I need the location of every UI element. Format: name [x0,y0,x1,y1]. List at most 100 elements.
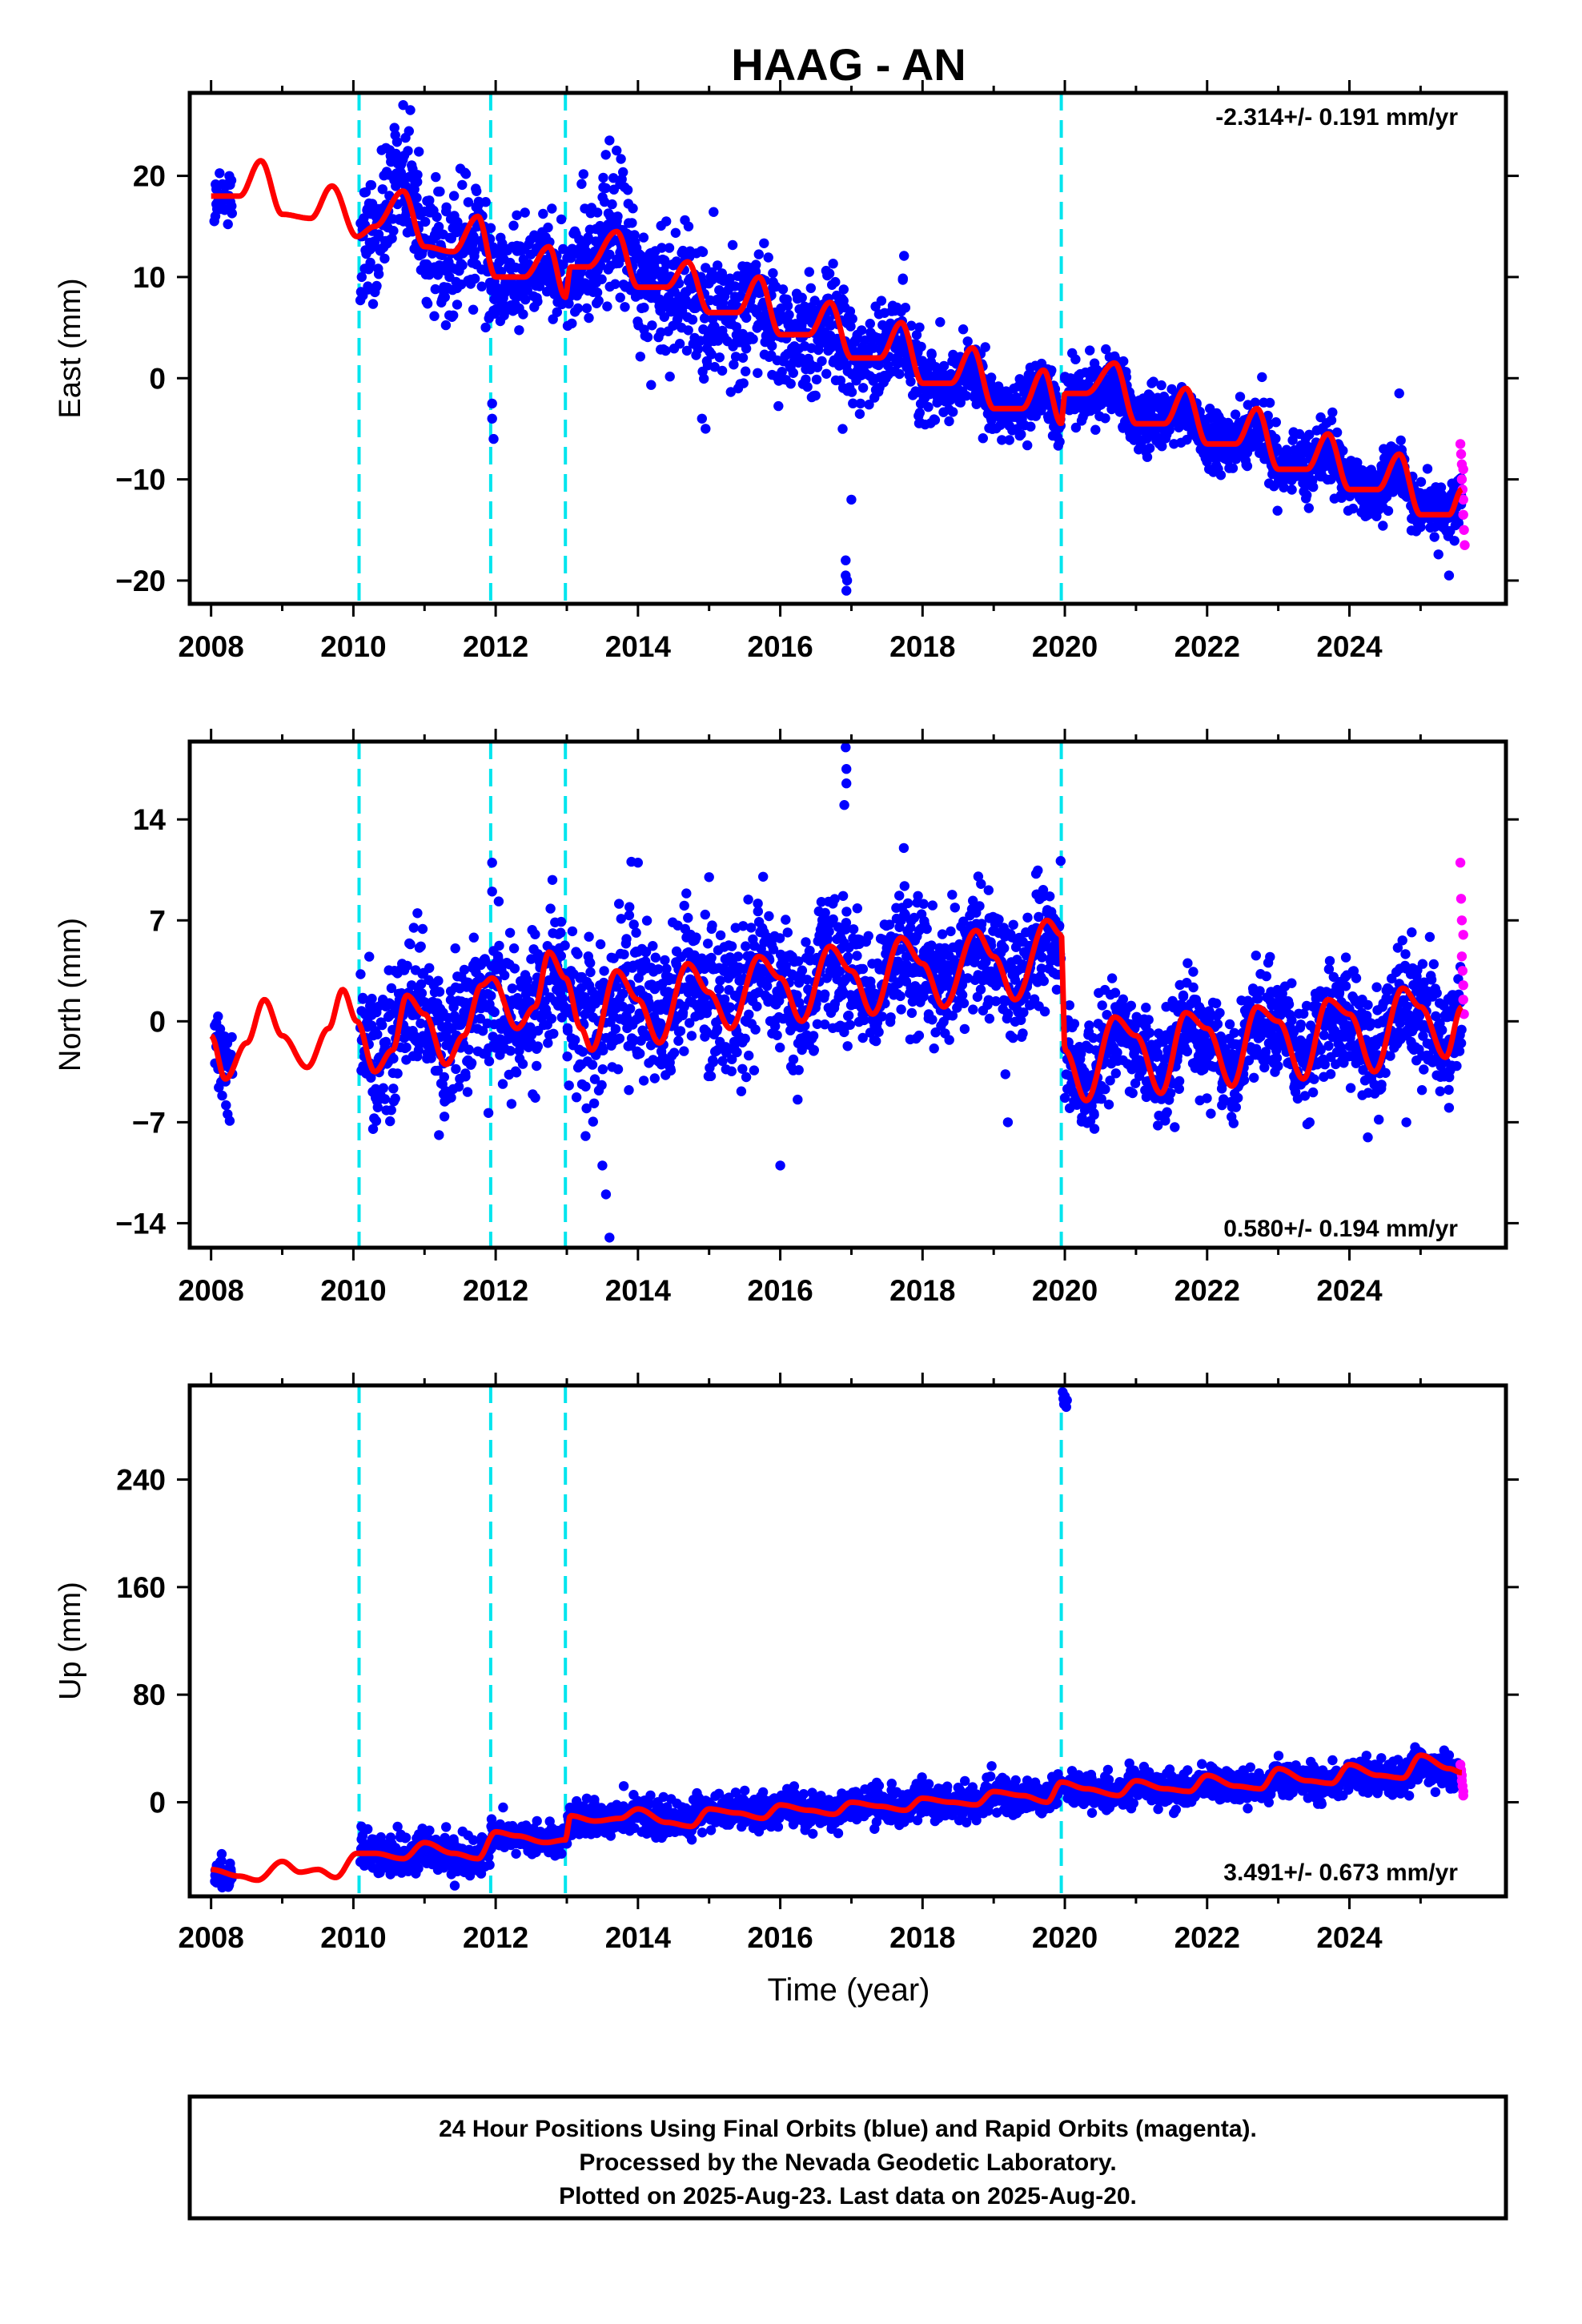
final-point [717,365,728,376]
final-point [1090,424,1101,435]
final-point [753,249,764,259]
final-point [1022,912,1033,923]
final-point [1097,1000,1107,1011]
final-point [504,927,516,939]
final-point [885,1012,896,1023]
final-point [1004,435,1015,445]
final-point [650,952,661,963]
final-point [898,842,909,854]
final-point [801,374,811,384]
final-point [727,239,738,251]
final-point [857,325,867,336]
final-point [665,372,675,382]
final-point [679,900,689,911]
rapid-point [1458,464,1468,475]
final-point [962,336,973,347]
final-point-outlier [846,494,857,505]
final-point [857,383,869,393]
final-point-outlier [841,585,852,596]
final-point [572,303,584,314]
final-point [1302,490,1312,501]
final-point [635,352,645,362]
y-tick-label: −10 [115,464,166,497]
final-point [577,1047,588,1057]
final-point [1085,345,1095,356]
final-point [217,1090,227,1101]
final-point [588,1098,600,1109]
final-point [402,960,412,971]
final-point [793,1094,803,1105]
final-point [612,1064,624,1075]
final-point [848,398,858,408]
final-point [420,216,431,227]
final-point [1054,436,1065,447]
final-point [983,885,994,895]
final-point [631,927,641,938]
final-point [600,150,611,160]
final-point [583,232,593,243]
final-point [448,310,459,320]
final-point [950,903,961,913]
final-point [580,1131,591,1141]
final-point [638,1076,649,1086]
final-point [661,216,672,227]
final-point [512,210,522,220]
final-point [997,435,1007,445]
final-point [819,989,830,999]
final-point [639,302,649,313]
final-point [547,203,557,214]
x-tick-label: 2010 [320,630,386,663]
final-point [1308,481,1319,493]
final-point [793,1065,804,1076]
final-point [703,939,713,949]
final-point [1045,891,1055,902]
final-point [1435,482,1447,493]
final-point [483,1108,494,1119]
final-point [906,320,917,331]
final-point-outlier [612,145,622,156]
final-point [1227,463,1239,473]
final-point [552,307,562,317]
final-point [558,243,568,255]
final-point [809,1045,819,1055]
final-point [416,941,426,952]
final-point [1101,344,1111,355]
final-point [364,951,375,962]
final-point [412,176,423,187]
final-point [584,312,594,324]
final-point [708,1057,719,1068]
final-point [743,895,753,905]
panel-north: 2008 2010 2012 2014 2016 2018 2020 2022 2024−14−… [54,729,1519,1307]
final-point [781,915,791,925]
final-point [729,360,739,370]
final-point [753,906,763,917]
final-point [810,390,821,401]
final-point [968,1004,978,1015]
x-tick-label: 2024 [1316,630,1383,663]
final-point [1303,503,1315,513]
final-point [841,907,852,917]
final-point [596,1080,607,1091]
final-point [1018,1028,1028,1039]
final-point [472,186,482,196]
final-point [585,958,596,968]
final-point [508,220,519,231]
final-point [556,916,567,927]
final-point [1110,987,1121,998]
final-point [902,898,913,909]
final-point [434,1130,444,1140]
final-point [517,1059,528,1069]
final-point [463,197,474,207]
final-point [1144,1027,1155,1038]
final-point [432,270,444,280]
final-point [562,1051,572,1062]
final-point [659,312,669,322]
final-point [957,990,968,1000]
final-point [629,230,640,240]
final-point [837,424,848,434]
final-point [1395,435,1406,446]
final-point [1433,549,1443,560]
final-point [547,875,558,886]
final-point [835,376,846,386]
final-point [986,415,997,425]
